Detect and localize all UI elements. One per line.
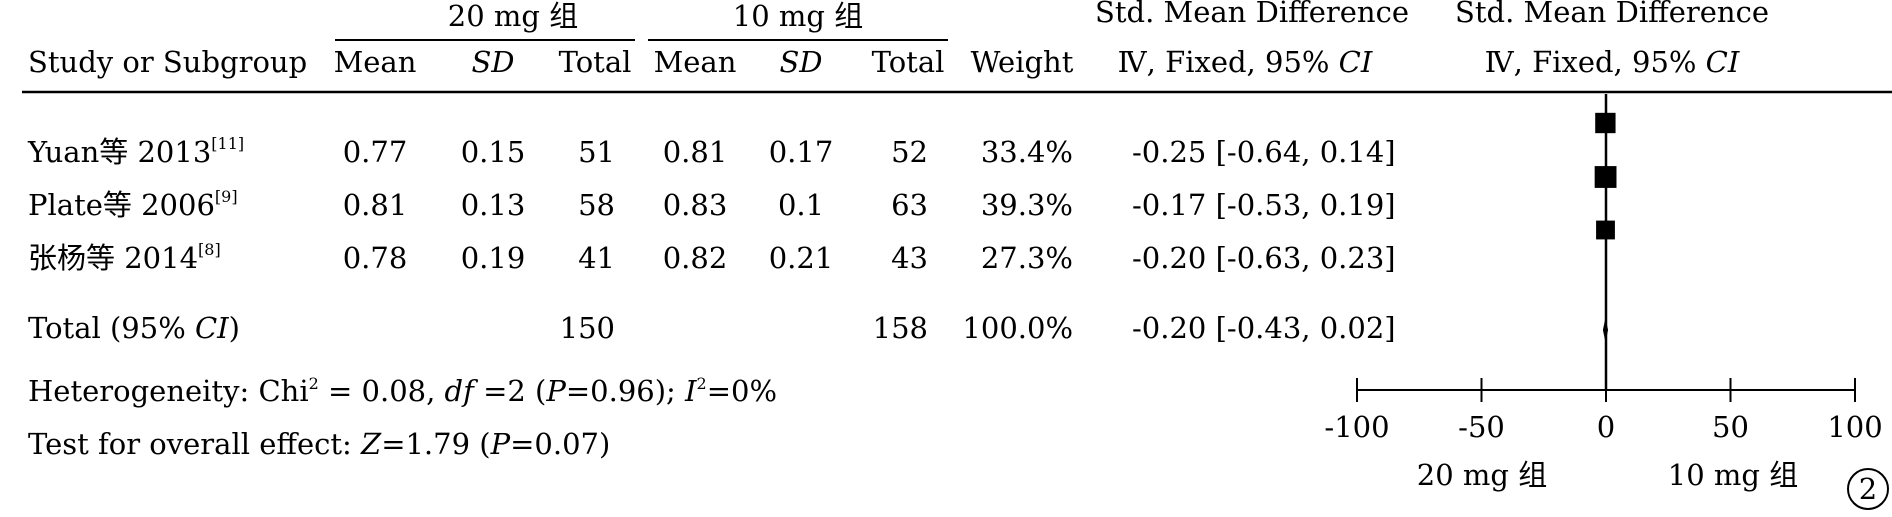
total-row-label: Total (95% CI) bbox=[28, 311, 240, 345]
x-tick-label: -100 bbox=[1324, 410, 1389, 444]
plot-title-header: Std. Mean Difference bbox=[1455, 0, 1769, 29]
mean2-cell: 0.82 bbox=[663, 241, 728, 275]
mean1-cell: 0.81 bbox=[343, 188, 408, 222]
sd1-cell: 0.19 bbox=[461, 241, 526, 275]
study-rows: Yuan等 2013[11] 0.77 0.15 51 0.81 0.17 52 33.4% -… bbox=[27, 134, 1396, 275]
x-tick-label: -50 bbox=[1458, 410, 1505, 444]
favours-left-label: 20 mg 组 bbox=[1417, 458, 1547, 492]
study-row: 张杨等 2014[8] 0.78 0.19 41 0.82 0.21 43 27.3% -0.2… bbox=[28, 240, 1396, 275]
study-name: Yuan等 2013[11] bbox=[27, 134, 244, 169]
total-n1: 150 bbox=[560, 311, 615, 345]
x-tick-label: 100 bbox=[1827, 410, 1882, 444]
panel-label: 2 bbox=[1859, 472, 1877, 506]
study-effect-square bbox=[1596, 220, 1615, 240]
total-ci-text: -0.20 [-0.43, 0.02] bbox=[1132, 311, 1396, 345]
sd2-cell: 0.1 bbox=[778, 188, 824, 222]
plot-method-header: Ⅳ, Fixed, 95% CI bbox=[1485, 45, 1740, 79]
study-effect-square bbox=[1595, 112, 1616, 134]
n2-cell: 43 bbox=[891, 241, 928, 275]
n1-cell: 51 bbox=[578, 135, 615, 169]
panel-label-circle bbox=[1847, 468, 1889, 510]
study-header: Study or Subgroup bbox=[28, 45, 307, 79]
sd2-header: SD bbox=[779, 45, 822, 79]
heterogeneity-text: Heterogeneity: Chi2​ = 0.08, df =2 (P=0.… bbox=[28, 374, 777, 408]
sd2-cell: 0.17 bbox=[769, 135, 834, 169]
mean1-cell: 0.78 bbox=[343, 241, 408, 275]
total2-header: Total bbox=[872, 45, 945, 79]
sd1-cell: 0.13 bbox=[461, 188, 526, 222]
overall-effect-text: Test for overall effect: Z=1.79 (P=0.07) bbox=[28, 427, 610, 461]
study-row: Plate等 2006[9] 0.81 0.13 58 0.83 0.1 63 39.3% -0… bbox=[28, 187, 1396, 222]
x-tick-label: 50 bbox=[1712, 410, 1749, 444]
x-tick-label: 0 bbox=[1597, 410, 1615, 444]
mean2-cell: 0.81 bbox=[663, 135, 728, 169]
sd2-cell: 0.21 bbox=[769, 241, 834, 275]
mean1-cell: 0.77 bbox=[343, 135, 408, 169]
smd-method-header: Ⅳ, Fixed, 95% CI bbox=[1118, 45, 1373, 79]
total-weight: 100.0% bbox=[962, 311, 1073, 345]
sd1-cell: 0.15 bbox=[461, 135, 526, 169]
study-name: Plate等 2006[9] bbox=[28, 187, 238, 222]
forest-plot-area: -100 -50 0 50 100 bbox=[1324, 94, 1883, 444]
sd1-header: SD bbox=[471, 45, 514, 79]
weight-cell: 27.3% bbox=[981, 241, 1073, 275]
n2-cell: 63 bbox=[891, 188, 928, 222]
study-row: Yuan等 2013[11] 0.77 0.15 51 0.81 0.17 52 33.4% -… bbox=[27, 134, 1396, 169]
total-n2: 158 bbox=[873, 311, 928, 345]
ci-text-cell: -0.25 [-0.64, 0.14] bbox=[1132, 135, 1396, 169]
mean2-header: Mean bbox=[654, 45, 737, 79]
study-name: 张杨等 2014[8] bbox=[28, 240, 221, 275]
n1-cell: 41 bbox=[578, 241, 615, 275]
pooled-diamond bbox=[1602, 319, 1609, 341]
n2-cell: 52 bbox=[891, 135, 928, 169]
group1-header: 20 mg 组 bbox=[448, 0, 578, 33]
weight-cell: 39.3% bbox=[981, 188, 1073, 222]
total1-header: Total bbox=[559, 45, 632, 79]
weight-cell: 33.4% bbox=[981, 135, 1073, 169]
mean1-header: Mean bbox=[334, 45, 417, 79]
favours-right-label: 10 mg 组 bbox=[1668, 458, 1798, 492]
mean2-cell: 0.83 bbox=[663, 188, 728, 222]
ci-text-cell: -0.17 [-0.53, 0.19] bbox=[1132, 188, 1396, 222]
n1-cell: 58 bbox=[578, 188, 615, 222]
study-effect-square bbox=[1594, 166, 1617, 188]
ci-text-cell: -0.20 [-0.63, 0.23] bbox=[1132, 241, 1396, 275]
weight-header: Weight bbox=[971, 45, 1074, 79]
smd-title-header: Std. Mean Difference bbox=[1095, 0, 1409, 29]
group2-header: 10 mg 组 bbox=[733, 0, 863, 33]
